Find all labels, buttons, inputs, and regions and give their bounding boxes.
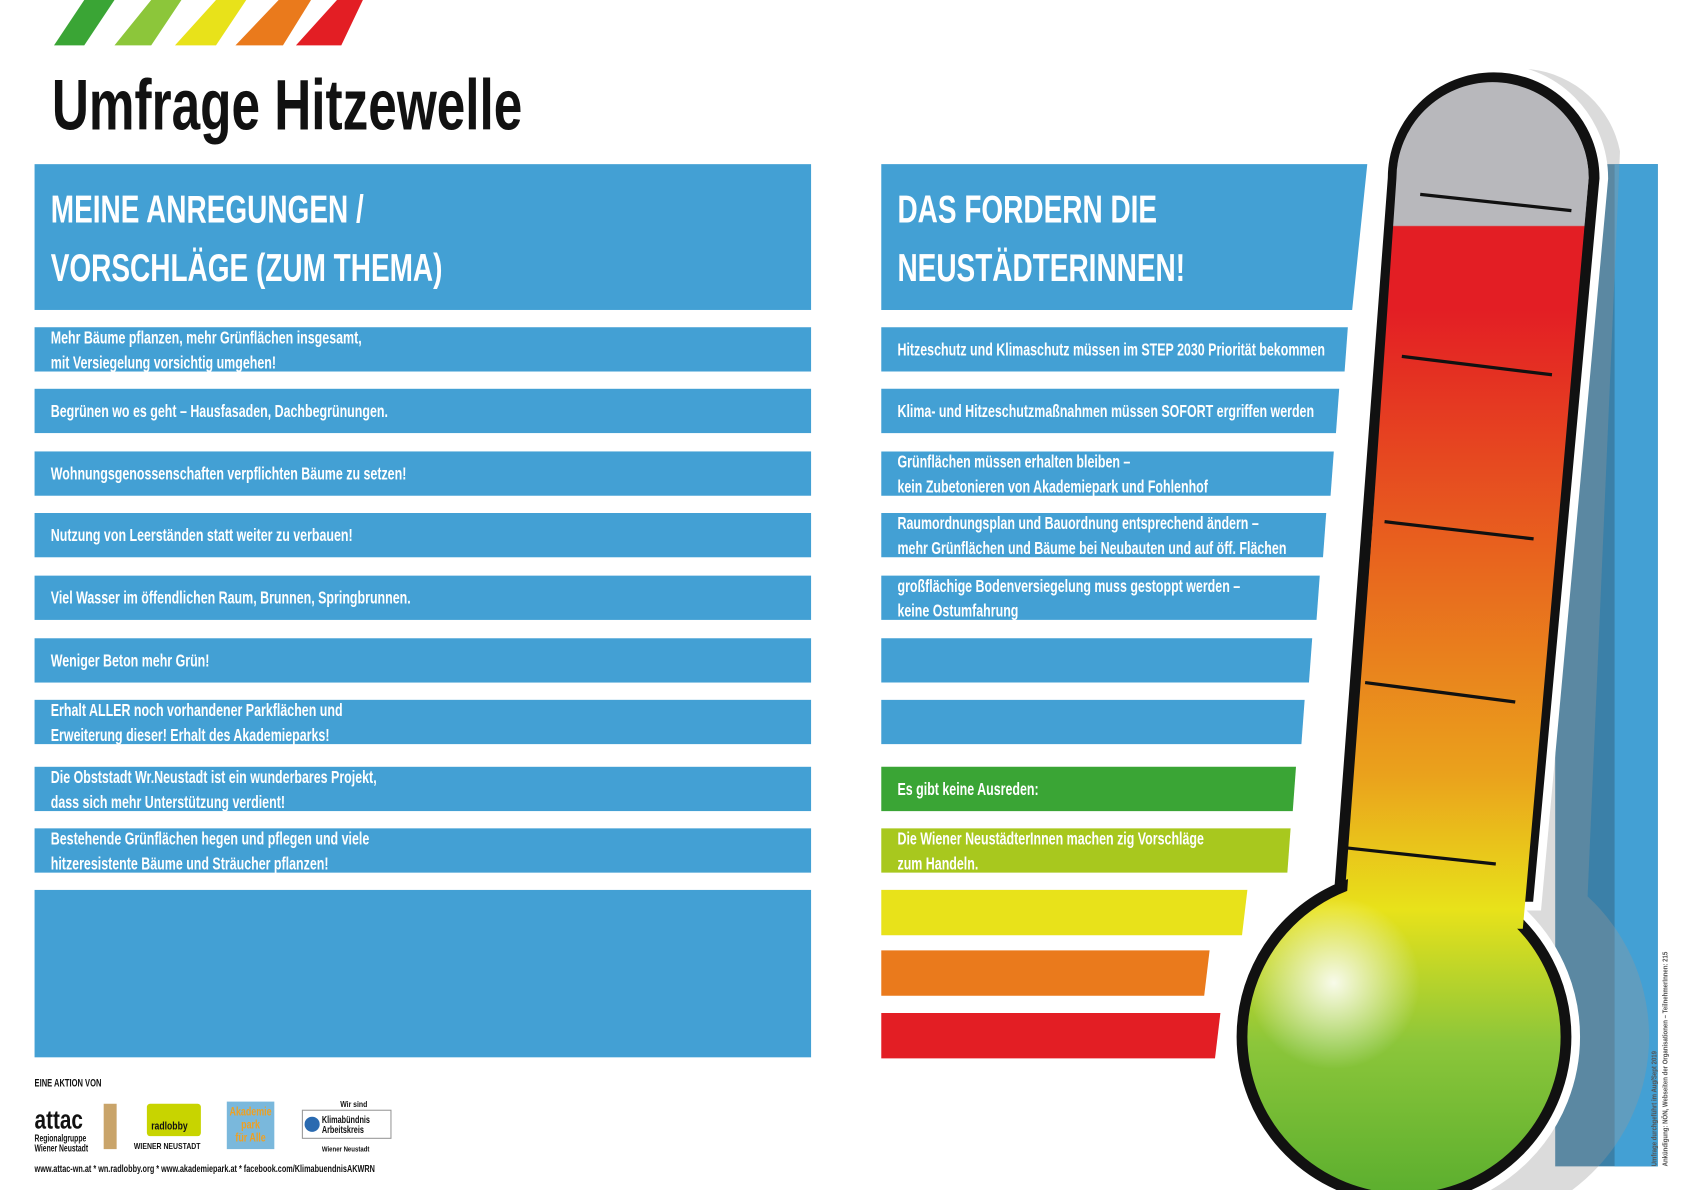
logo-akademie: park [241, 1118, 260, 1132]
right-heading: DAS FORDERN DIE [897, 188, 1157, 232]
left-row [34, 638, 812, 683]
right-heading: NEUSTÄDTERINNEN! [897, 246, 1185, 290]
right-row [881, 327, 1348, 372]
right-row [881, 699, 1305, 745]
logo-akademie: Akademie [230, 1105, 272, 1119]
right-row [881, 766, 1296, 812]
side-note: Umfrage durchgeführt im Aug/Sept 2019 [1651, 1051, 1659, 1167]
side-note: Ankündigung: NÖN, Webseiten der Organisa… [1660, 952, 1670, 1167]
title: Umfrage Hitzewelle [52, 66, 522, 145]
thermometer [1228, 63, 1609, 1190]
row-text: kein Zubetonieren von Akademiepark und F… [897, 478, 1208, 498]
row-text: Weniger Beton mehr Grün! [51, 651, 210, 671]
row-text: zum Handeln. [897, 854, 978, 874]
left-row [34, 828, 812, 873]
right-row [881, 513, 1327, 558]
color-bar [881, 889, 1248, 936]
action-label: EINE AKTION VON [35, 1077, 102, 1089]
stripes [54, 0, 363, 46]
right-row [881, 575, 1320, 620]
row-text: Grünflächen müssen erhalten bleiben – [897, 453, 1130, 473]
right-row [881, 388, 1340, 434]
row-text: mehr Grünflächen und Bäume bei Neubauten… [897, 539, 1286, 559]
logo-radlobby: radlobby [151, 1121, 188, 1133]
logo-sub: Wiener Neustadt [322, 1146, 370, 1154]
logo-klima: Arbeitskreis [322, 1124, 364, 1135]
row-text: Erhalt ALLER noch vorhandener Parkfläche… [51, 701, 343, 721]
logo-attac: attac [35, 1105, 83, 1134]
row-text: Hitzeschutz und Klimaschutz müssen im ST… [897, 340, 1324, 360]
color-bar [881, 1013, 1221, 1059]
row-text: Mehr Bäume pflanzen, mehr Grünflächen in… [51, 329, 362, 349]
left-row [34, 388, 812, 434]
row-text: Wohnungsgenossenschaften verpflichten Bä… [51, 465, 407, 485]
row-text: Viel Wasser im öffendlichen Raum, Brunne… [51, 589, 411, 609]
logo-radlobby-box [146, 1103, 201, 1137]
row-text: Die Wiener NeustädterInnen machen zig Vo… [897, 830, 1203, 850]
left-heading: MEINE ANREGUNGEN / [51, 188, 364, 232]
row-text: Begrünen wo es geht – Hausfasaden, Dachb… [51, 402, 388, 422]
left-row [34, 575, 812, 620]
left-row [34, 451, 812, 496]
row-text: Es gibt keine Ausreden: [897, 780, 1038, 800]
left-header-box [34, 164, 812, 310]
left-row [34, 699, 812, 745]
logo-sub: Wir sind [340, 1099, 367, 1109]
logo-klima: Klimabündnis [322, 1114, 370, 1125]
left-empty [34, 889, 812, 1058]
logo-akademie-box [226, 1101, 275, 1150]
row-text: dass sich mehr Unterstützung verdient! [51, 793, 285, 813]
row-text: Erweiterung dieser! Erhalt des Akademiep… [51, 726, 330, 746]
left-row [34, 327, 812, 372]
row-text: hitzeresistente Bäume und Sträucher pfla… [51, 854, 329, 874]
logo-tower [103, 1103, 117, 1150]
row-text: mit Versiegelung vorsichtig umgehen! [51, 353, 276, 373]
logo-sub: WIENER NEUSTADT [134, 1141, 201, 1151]
left-row [34, 766, 812, 812]
left-row [34, 513, 812, 558]
row-text: Raumordnungsplan und Bauordnung entsprec… [897, 514, 1258, 534]
row-text: Die Obststadt Wr.Neustadt ist ein wunder… [51, 768, 377, 788]
row-text: großflächige Bodenversiegelung muss gest… [897, 577, 1240, 597]
color-bar [881, 950, 1210, 996]
row-text: Bestehende Grünflächen hegen und pflegen… [51, 830, 369, 850]
row-text: keine Ostumfahrung [897, 602, 1018, 622]
right-header-box [881, 164, 1368, 310]
right-row [881, 828, 1291, 873]
logo-akademie: für Alle [235, 1131, 265, 1145]
row-text: Klima- und Hitzeschutzmaßnahmen müssen S… [897, 402, 1314, 422]
footer-links: www.attac-wn.at * wn.radlobby.org * www.… [34, 1163, 375, 1174]
right-row [881, 451, 1334, 496]
content: Umfrage Hitzewelle MEINE ANREGUNGEN / VORS… [34, 0, 1670, 1190]
row-text: Nutzung von Leerständen statt weiter zu … [51, 526, 353, 546]
right-row [881, 638, 1313, 683]
logo-sub: Wiener Neustadt [35, 1142, 89, 1154]
left-heading: VORSCHLÄGE (ZUM THEMA) [51, 246, 443, 290]
logo-sub: Regionalgruppe [35, 1132, 87, 1144]
logo-klima-icon [304, 1116, 320, 1132]
